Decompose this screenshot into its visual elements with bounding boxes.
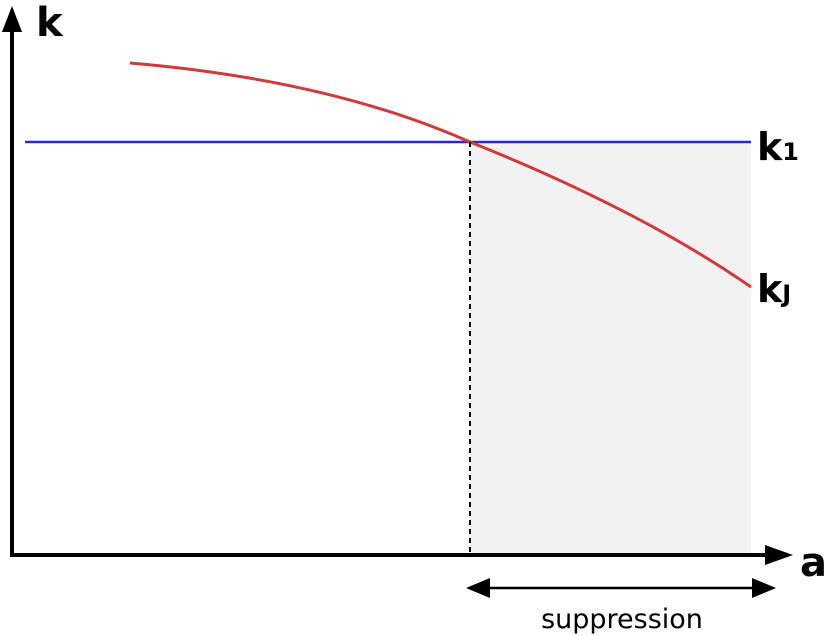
- y-axis-label: k: [36, 0, 64, 46]
- falling-curve-label-sub: J: [780, 280, 791, 308]
- suppression-arrow-left: [466, 578, 490, 598]
- suppression-caption: suppression: [541, 604, 703, 635]
- horizontal-line-label: k1: [757, 125, 799, 169]
- suppression-arrow-right: [752, 578, 776, 598]
- suppression-region: [470, 142, 751, 555]
- y-axis-arrow: [2, 6, 22, 32]
- falling-curve-label-main: k: [757, 267, 783, 311]
- falling-curve-kj: [129, 61, 752, 289]
- horizontal-line-label-sub: 1: [782, 138, 799, 166]
- x-axis-arrow: [765, 545, 793, 565]
- x-axis-label: a: [800, 540, 827, 586]
- horizontal-line-label-main: k: [757, 125, 783, 169]
- falling-curve-label: kJ: [757, 267, 791, 311]
